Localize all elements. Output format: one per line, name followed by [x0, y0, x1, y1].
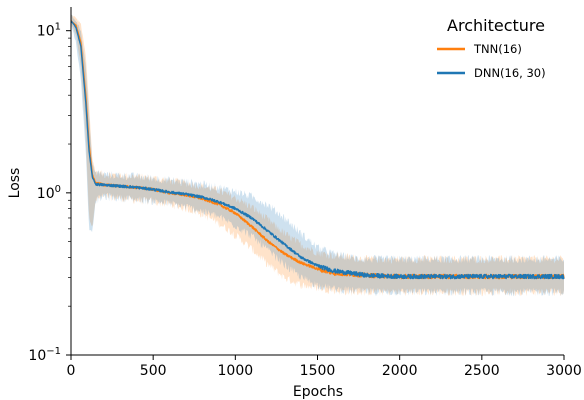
x-tick-label: 1500 — [300, 363, 336, 379]
legend: Architecture TNN(16) DNN(16, 30) — [437, 16, 546, 80]
series-lines — [70, 20, 565, 280]
band-dnn — [71, 14, 564, 297]
x-tick-label: 3000 — [546, 363, 582, 379]
series-line-dnn — [70, 20, 565, 280]
x-tick-label: 2500 — [464, 363, 500, 379]
x-tick-label: 1000 — [218, 363, 254, 379]
y-axis-label: Loss — [7, 168, 23, 199]
series-line-tnn — [70, 20, 565, 280]
y-tick-label: 101 — [37, 22, 61, 40]
confidence-bands — [71, 14, 564, 297]
legend-title: Architecture — [447, 16, 545, 35]
x-tick-label: 2000 — [382, 363, 418, 379]
x-axis-ticks: 0 500 1000 1500 2000 2500 3000 — [67, 355, 582, 379]
legend-label-dnn: DNN(16, 30) — [474, 66, 546, 80]
x-axis-label: Epochs — [293, 384, 343, 400]
x-tick-label: 0 — [67, 363, 76, 379]
legend-label-tnn: TNN(16) — [473, 42, 522, 56]
y-tick-label: 10−1 — [28, 346, 61, 364]
x-tick-label: 500 — [140, 363, 167, 379]
band-tnn — [71, 14, 564, 297]
y-tick-label: 100 — [37, 184, 61, 202]
y-axis-ticks: 10−1 100 101 — [28, 22, 71, 364]
